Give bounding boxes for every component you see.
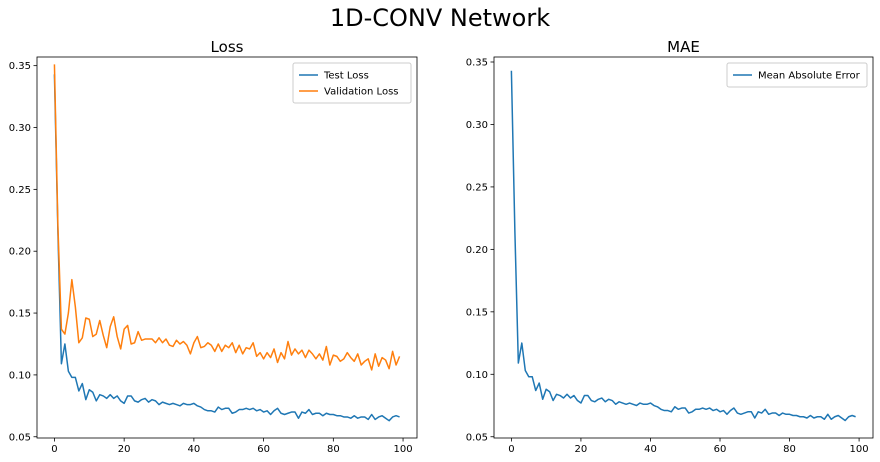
plot-frame	[493, 56, 874, 439]
x-tick-label: 80	[783, 444, 796, 455]
y-tick-label: 0.05	[466, 432, 488, 443]
chart-panel-1: Loss 0 20 40 60 80 100 0.05 0.10 0.15 0.20 0.25 0.30…	[9, 38, 418, 455]
y-tick-label: 0.20	[466, 245, 488, 256]
legend-label: Mean Absolute Error	[758, 71, 861, 82]
y-tick-label: 0.30	[9, 123, 31, 134]
series-line-mean-absolute-error	[510, 70, 856, 422]
legend: Mean Absolute Error	[726, 62, 868, 88]
x-tick-label: 60	[257, 444, 270, 455]
x-tick-label: 0	[51, 444, 57, 455]
y-tick-label: 0.30	[466, 120, 488, 131]
x-tick-label: 100	[850, 444, 869, 455]
y-tick-label: 0.25	[9, 185, 31, 196]
y-tick-label: 0.15	[9, 309, 31, 320]
chart-title: Loss	[211, 38, 244, 56]
x-tick-label: 40	[188, 444, 201, 455]
y-tick-label: 0.10	[9, 370, 31, 381]
x-tick-label: 20	[118, 444, 131, 455]
legend-label: Test Loss	[323, 71, 369, 82]
plot-frame	[36, 56, 418, 439]
y-tick-label: 0.35	[9, 61, 31, 72]
x-tick-label: 0	[508, 444, 514, 455]
y-tick-label: 0.05	[9, 432, 31, 443]
y-tick-label: 0.25	[466, 182, 488, 193]
x-tick-label: 40	[644, 444, 657, 455]
y-tick-label: 0.15	[466, 307, 488, 318]
legend-box	[726, 62, 868, 88]
chart-title: MAE	[667, 38, 700, 56]
legend-box	[292, 62, 412, 104]
series-line-test-loss	[53, 74, 400, 422]
figure-title: 1D-CONV Network	[330, 4, 550, 32]
y-tick-label: 0.10	[466, 370, 488, 381]
chart-panel-2: MAE 0 20 40 60 80 100 0.05 0.10 0.15 0.20 0.25 0.30 0…	[466, 38, 874, 455]
legend: Test Loss Validation Loss	[292, 62, 412, 104]
x-tick-label: 80	[327, 444, 340, 455]
x-tick-label: 100	[394, 444, 413, 455]
x-tick-label: 20	[575, 444, 588, 455]
y-tick-label: 0.35	[466, 57, 488, 68]
y-tick-label: 0.20	[9, 247, 31, 258]
legend-label: Validation Loss	[324, 87, 399, 98]
series-line-validation-loss	[53, 64, 401, 371]
x-tick-label: 60	[714, 444, 727, 455]
